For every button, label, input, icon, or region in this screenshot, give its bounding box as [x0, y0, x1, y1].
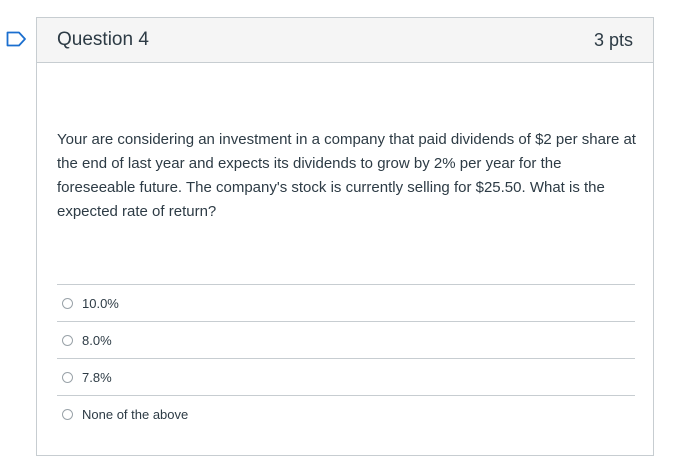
answer-label[interactable]: 8.0% — [82, 332, 112, 348]
answer-list: 10.0% 8.0% 7.8% None of the above — [57, 284, 635, 432]
question-card: Question 4 3 pts Your are considering an… — [36, 17, 654, 456]
answer-option[interactable]: None of the above — [57, 395, 635, 432]
question-points: 3 pts — [593, 29, 633, 50]
answer-label[interactable]: 7.8% — [82, 369, 112, 385]
question-header: Question 4 3 pts — [37, 18, 653, 63]
radio-unchecked-icon[interactable] — [62, 408, 73, 420]
question-text: Your are considering an investment in a … — [57, 131, 636, 220]
answer-label[interactable]: None of the above — [82, 406, 189, 422]
answer-option[interactable]: 8.0% — [57, 321, 635, 358]
question-title: Question 4 — [57, 29, 149, 50]
answer-option[interactable]: 7.8% — [57, 358, 635, 395]
answer-label[interactable]: 10.0% — [82, 295, 119, 311]
radio-unchecked-icon[interactable] — [62, 371, 73, 383]
radio-unchecked-icon[interactable] — [62, 297, 73, 309]
flag-question-icon[interactable] — [6, 31, 27, 47]
answer-option[interactable]: 10.0% — [57, 284, 635, 321]
radio-unchecked-icon[interactable] — [62, 334, 73, 346]
